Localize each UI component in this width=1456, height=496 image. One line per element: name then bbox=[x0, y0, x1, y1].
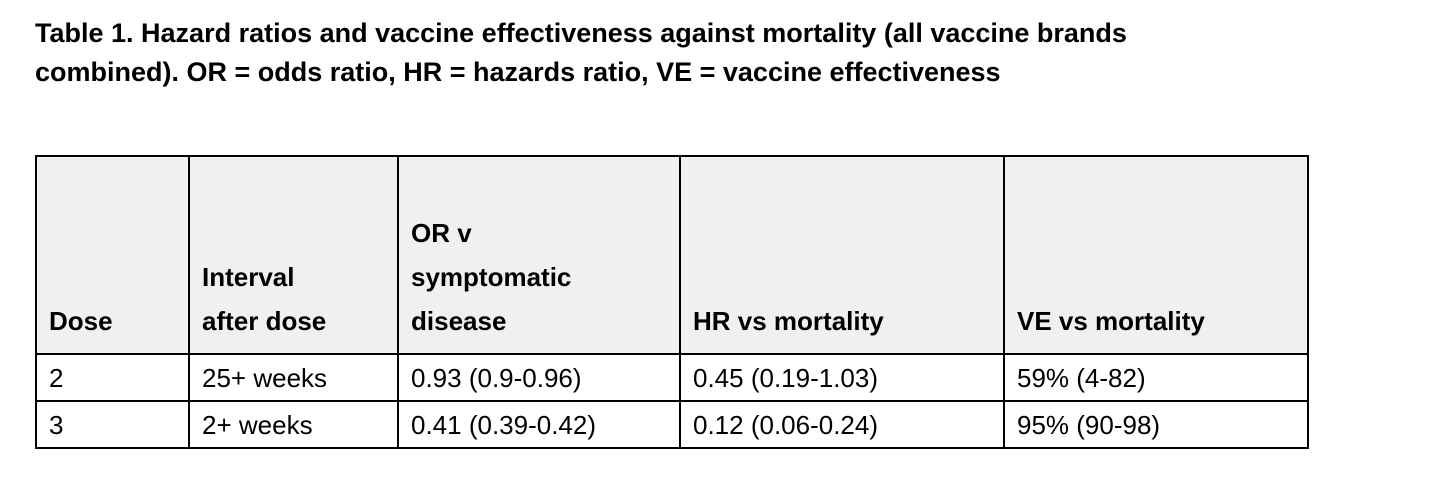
cell-or-v-symptomatic-disease: 0.41 (0.39-0.42) bbox=[397, 400, 681, 449]
table-row: 3 2+ weeks 0.41 (0.39-0.42) 0.12 (0.06-0… bbox=[35, 400, 1309, 449]
cell-hr-vs-mortality: 0.12 (0.06-0.24) bbox=[679, 400, 1005, 449]
table-caption: Table 1. Hazard ratios and vaccine effec… bbox=[35, 18, 1127, 87]
cell-dose: 3 bbox=[35, 400, 190, 449]
cell-dose: 2 bbox=[35, 353, 190, 402]
cell-or-v-symptomatic-disease: 0.93 (0.9-0.96) bbox=[397, 353, 681, 402]
header-cell-dose: Dose bbox=[35, 155, 190, 355]
table-row: 2 25+ weeks 0.93 (0.9-0.96) 0.45 (0.19-1… bbox=[35, 353, 1309, 402]
cell-hr-vs-mortality: 0.45 (0.19-1.03) bbox=[679, 353, 1005, 402]
table-header-row: Dose Interval after dose OR v symptomati… bbox=[35, 155, 1309, 355]
cell-interval-after-dose: 2+ weeks bbox=[188, 400, 399, 449]
header-cell-interval-after-dose: Interval after dose bbox=[188, 155, 399, 355]
results-table: Dose Interval after dose OR v symptomati… bbox=[35, 155, 1309, 449]
cell-ve-vs-mortality: 95% (90-98) bbox=[1003, 400, 1309, 449]
header-cell-ve-vs-mortality: VE vs mortality bbox=[1003, 155, 1309, 355]
cell-ve-vs-mortality: 59% (4-82) bbox=[1003, 353, 1309, 402]
cell-interval-after-dose: 25+ weeks bbox=[188, 353, 399, 402]
header-cell-hr-vs-mortality: HR vs mortality bbox=[679, 155, 1005, 355]
header-cell-or-v-symptomatic-disease: OR v symptomatic disease bbox=[397, 155, 681, 355]
